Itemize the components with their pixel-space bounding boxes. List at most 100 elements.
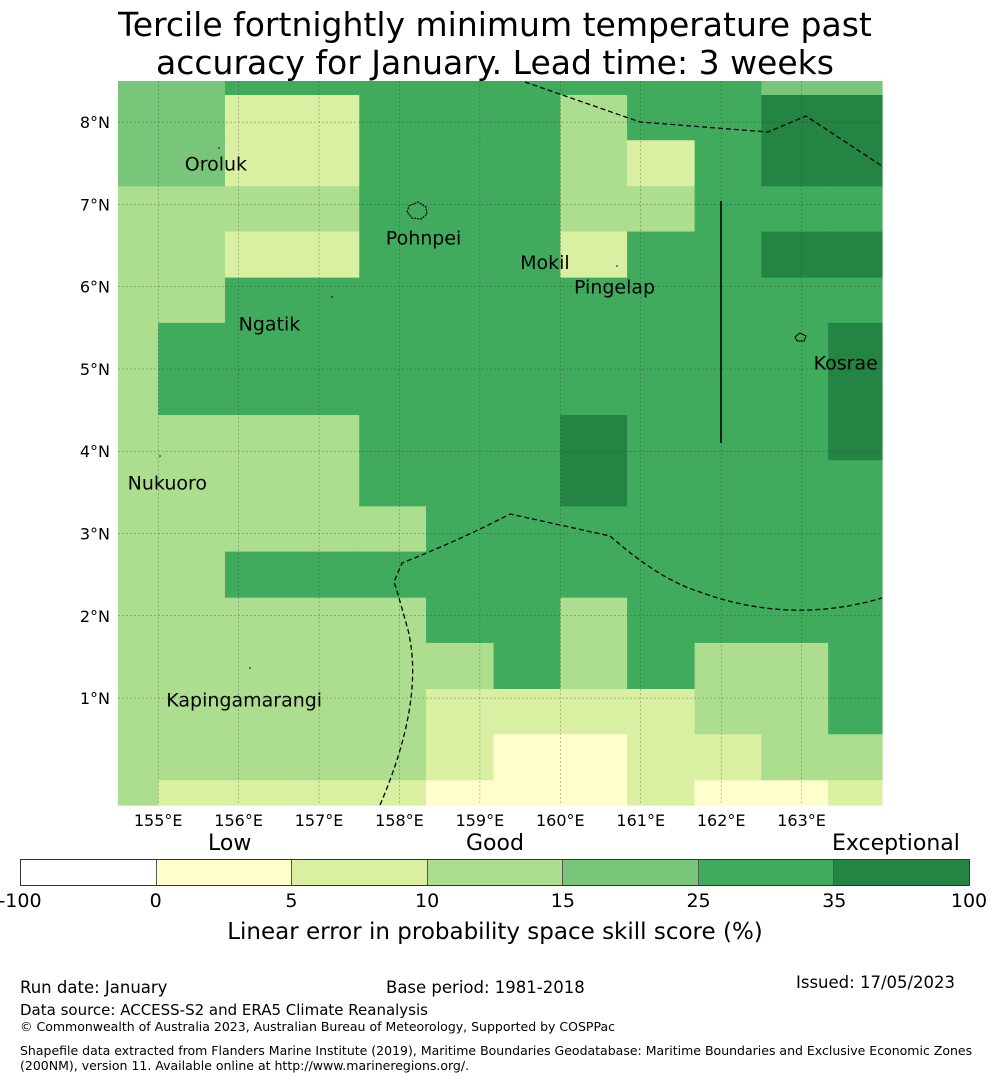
- skill-cell: [761, 780, 829, 806]
- skill-cell: [761, 642, 829, 690]
- skill-cell: [627, 780, 696, 806]
- skill-cell: [694, 231, 762, 279]
- skill-cell: [560, 551, 628, 599]
- longitude-tick-label: 163°E: [777, 811, 826, 830]
- skill-cell: [828, 688, 883, 735]
- place-label: Pohnpei: [386, 227, 462, 249]
- skill-cell: [560, 597, 628, 644]
- latitude-tick-label: 8°N: [80, 113, 110, 132]
- skill-cell: [292, 81, 360, 96]
- category-good: Good: [466, 831, 524, 856]
- skill-cell: [158, 551, 226, 599]
- skill-cell: [426, 231, 495, 279]
- skill-cell: [292, 551, 360, 599]
- skill-cell: [828, 734, 883, 781]
- skill-cell: [292, 415, 360, 461]
- latitude-tick-label: 2°N: [80, 607, 110, 626]
- skill-cell: [359, 688, 427, 735]
- skill-cell: [761, 415, 829, 461]
- colorbar-segment: [291, 860, 427, 885]
- skill-cell: [224, 460, 294, 507]
- skill-cell: [359, 186, 427, 233]
- skill-cell: [828, 94, 883, 141]
- skill-cell: [493, 780, 561, 806]
- skill-cell: [828, 551, 883, 599]
- skill-cell: [359, 734, 427, 781]
- skill-cell: [359, 551, 427, 599]
- colorbar-segment: [21, 860, 156, 885]
- skill-cell: [761, 734, 829, 781]
- skill-cell: [158, 277, 226, 324]
- skill-cell: [426, 94, 495, 141]
- longitude-tick-label: 159°E: [456, 811, 505, 830]
- colorbar-tick-label: 15: [550, 890, 575, 912]
- skill-cell: [694, 551, 762, 599]
- shapefile-credit-line-2: (200NM), version 11. Available online at…: [20, 1058, 470, 1073]
- skill-cell: [828, 186, 883, 233]
- data-source: Data source: ACCESS-S2 and ERA5 Climate …: [20, 1001, 428, 1019]
- skill-cell: [761, 597, 829, 644]
- skill-cell: [493, 642, 561, 690]
- skill-cell: [560, 368, 628, 416]
- skill-cell: [560, 415, 628, 461]
- skill-cell: [359, 277, 427, 324]
- skill-cell: [828, 597, 883, 644]
- skill-cell: [426, 277, 495, 324]
- colorbar-segment: [562, 860, 698, 885]
- skill-cell: [627, 734, 696, 781]
- skill-cell: [560, 81, 628, 96]
- skill-cell: [118, 94, 159, 141]
- skill-cell: [694, 94, 762, 141]
- skill-cell: [158, 688, 226, 735]
- skill-cell: [560, 642, 628, 690]
- skill-cell: [224, 551, 294, 599]
- skill-cell: [224, 81, 294, 96]
- skill-cell: [292, 186, 360, 233]
- skill-cell: [426, 506, 495, 553]
- skill-cell: [158, 231, 226, 279]
- nukuoro-atoll-icon: [159, 455, 161, 457]
- skill-cell: [158, 94, 226, 141]
- longitude-tick-label: 162°E: [697, 811, 746, 830]
- skill-cell: [292, 277, 360, 324]
- skill-cell: [224, 140, 294, 187]
- skill-cell: [627, 322, 696, 370]
- skill-cell: [292, 140, 360, 187]
- skill-cell: [118, 322, 159, 370]
- skill-cell: [292, 780, 360, 806]
- skill-cell: [118, 415, 159, 461]
- skill-cell: [292, 460, 360, 507]
- eez-boundary-south-west: [379, 513, 883, 806]
- skill-cell: [224, 415, 294, 461]
- skill-cell: [828, 81, 883, 96]
- skill-cell: [493, 734, 561, 781]
- place-label: Kosrae: [814, 352, 878, 374]
- place-label: Mokil: [520, 252, 570, 274]
- longitude-tick-label: 161°E: [616, 811, 665, 830]
- colorbar-tick-label: 100: [950, 890, 988, 912]
- skill-cell: [118, 186, 159, 233]
- skill-cell: [560, 460, 628, 507]
- skill-cell: [828, 277, 883, 324]
- skill-cell: [560, 322, 628, 370]
- skill-cell: [292, 506, 360, 553]
- colorbar-tick-label: 10: [415, 890, 440, 912]
- longitude-ticks: 155°E 156°E 157°E 158°E 159°E 160°E 161°E 162°E…: [134, 811, 826, 830]
- skill-cell: [694, 322, 762, 370]
- skill-cell: [694, 186, 762, 233]
- skill-cell: [627, 277, 696, 324]
- base-period: Base period: 1981-2018: [386, 978, 585, 997]
- skill-cell: [118, 368, 159, 416]
- colorbar-segment: [697, 860, 834, 885]
- skill-cell: [493, 460, 561, 507]
- skill-cell: [359, 597, 427, 644]
- skill-cell: [118, 231, 159, 279]
- skill-cell: [694, 81, 762, 96]
- skill-cell: [560, 734, 628, 781]
- skill-cell: [761, 368, 829, 416]
- skill-cell: [118, 81, 159, 96]
- skill-cell: [158, 140, 226, 187]
- skill-cell: [627, 460, 696, 507]
